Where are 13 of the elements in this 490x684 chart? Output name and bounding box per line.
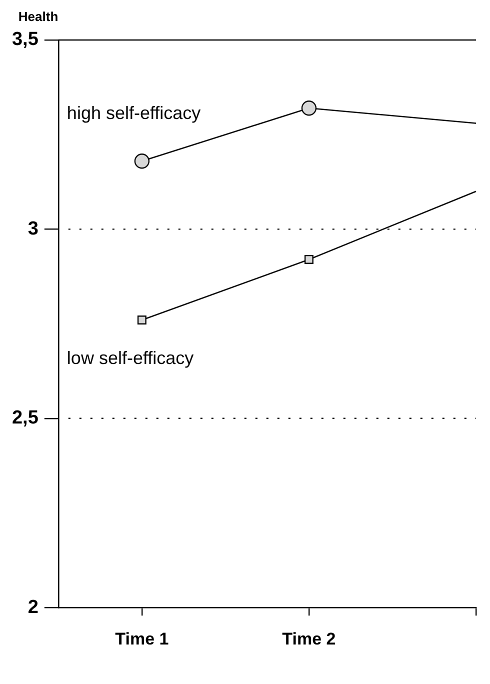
y-tick-label: 2	[28, 596, 38, 618]
y-tick-label: 3	[28, 218, 38, 240]
y-tick-label: 2,5	[12, 408, 39, 429]
x-tick-label: Time 2	[282, 629, 336, 648]
series-label: high self-efficacy	[66, 103, 201, 124]
point	[304, 254, 314, 264]
series-label: low self-efficacy	[66, 348, 194, 368]
point	[301, 100, 317, 116]
y-tick-label: 3,5	[12, 29, 39, 50]
point	[137, 316, 146, 325]
point	[134, 153, 150, 169]
x-tick-label: Time 1	[115, 629, 169, 648]
y-axis-title: Health	[18, 9, 58, 24]
